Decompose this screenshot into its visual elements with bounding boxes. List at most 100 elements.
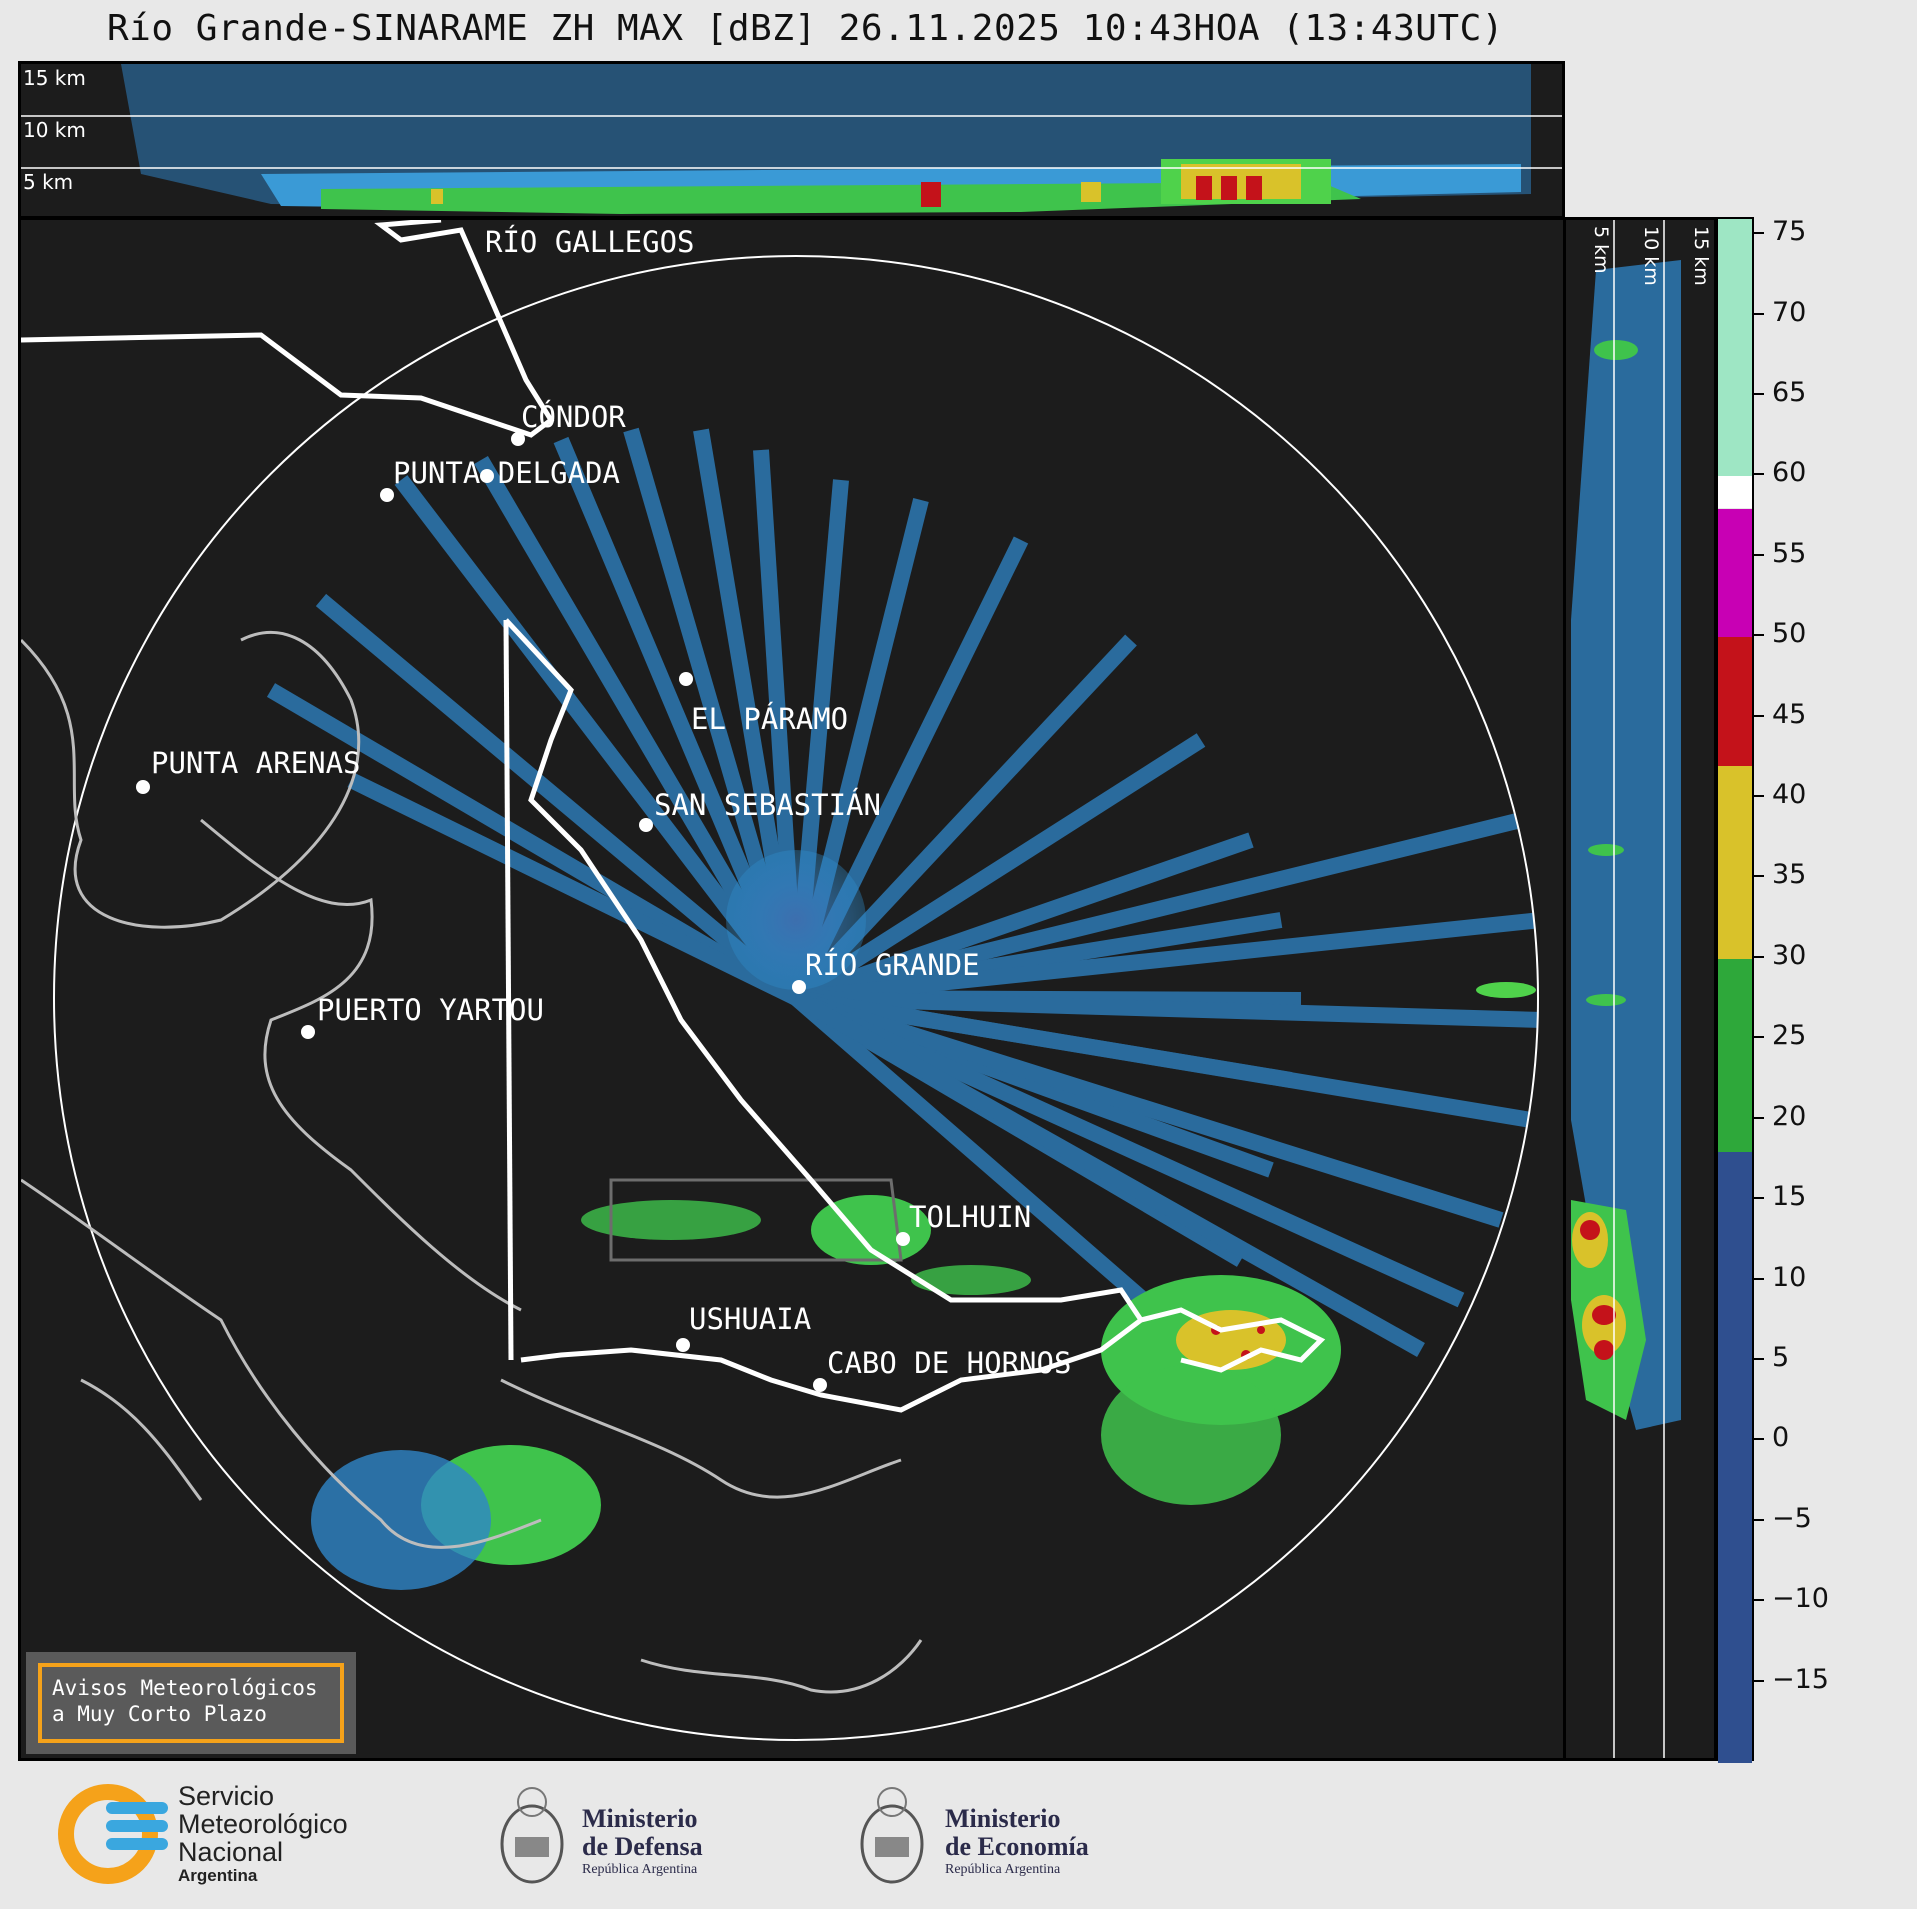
top-cross-section: 15 km 10 km 5 km — [18, 61, 1565, 219]
city-dot-punta-delgada — [380, 488, 394, 502]
side-label-15km: 15 km — [1690, 226, 1712, 286]
colorbar-tick-label: 25 — [1772, 1020, 1807, 1052]
radar-graphic — [21, 220, 1539, 1741]
colorbar-band — [1718, 476, 1752, 509]
colorbar-tick-label: 5 — [1772, 1341, 1790, 1373]
colorbar-tick-label: −10 — [1772, 1583, 1829, 1615]
storm-cells — [311, 982, 1536, 1590]
smn-logo-icon — [58, 1784, 168, 1884]
colorbar-tick-label: 65 — [1772, 376, 1807, 408]
colorbar-tick-label: 70 — [1772, 296, 1807, 328]
colorbar-tick — [1754, 312, 1764, 315]
coastline-grey — [21, 631, 923, 1694]
colorbar-tick-label: 0 — [1772, 1422, 1790, 1454]
city-cabo-de-hornos: CABO DE HORNOS — [827, 1346, 1072, 1380]
note-line-1: Avisos Meteorológicos — [52, 1676, 318, 1700]
smn-logo-text: Servicio Meteorológico Nacional Argentin… — [178, 1782, 348, 1886]
city-condor: CÓNDOR — [521, 400, 626, 434]
top-label-10km: 10 km — [23, 118, 86, 142]
city-dot-punta-arenas — [136, 780, 150, 794]
coastline-white — [21, 220, 1326, 1413]
city-dot-san-sebastian — [639, 818, 653, 832]
city-dot-cabo-de-hornos — [813, 1378, 827, 1392]
warning-note-frame: Avisos Meteorológicos a Muy Corto Plazo — [38, 1663, 344, 1743]
colorbar-band — [1718, 508, 1752, 638]
city-tolhuin: TOLHUIN — [909, 1200, 1032, 1234]
warning-note-box: Avisos Meteorológicos a Muy Corto Plazo — [26, 1652, 356, 1754]
colorbar-tick — [1754, 1357, 1764, 1360]
colorbar-tick — [1754, 634, 1764, 637]
defensa-line-3: República Argentina — [582, 1862, 698, 1877]
colorbar-tick-label: 75 — [1772, 216, 1807, 248]
city-rio-gallegos: RÍO GALLEGOS — [485, 225, 695, 259]
colorbar-tick-label: 45 — [1772, 698, 1807, 730]
colorbar-tick — [1754, 392, 1764, 395]
colorbar-tick-label: 50 — [1772, 618, 1807, 650]
colorbar-tick — [1754, 1518, 1764, 1521]
city-dot-tolhuin — [896, 1232, 910, 1246]
city-dot-condor — [511, 432, 525, 446]
smn-line-2: Meteorológico — [178, 1809, 348, 1839]
colorbar-tick-label: 40 — [1772, 779, 1807, 810]
city-dot-ushuaia — [676, 1338, 690, 1352]
defensa-line-1: Ministerio — [582, 1804, 698, 1833]
colorbar-tick-label: 55 — [1772, 537, 1807, 569]
smn-line-1: Servicio — [178, 1781, 275, 1811]
economia-seal-icon — [860, 1787, 924, 1884]
side-label-5km: 5 km — [1590, 226, 1612, 274]
colorbar-tick-label: 15 — [1772, 1181, 1807, 1213]
colorbar-tick — [1754, 955, 1764, 958]
colorbar-tick — [1754, 553, 1764, 556]
colorbar-tick — [1754, 1438, 1764, 1441]
side-echo-graphic — [1571, 220, 1681, 1758]
city-dot-rio-gallegos — [480, 469, 494, 483]
colorbar-band — [1718, 637, 1752, 766]
colorbar-tick — [1754, 1197, 1764, 1200]
colorbar-tick — [1754, 232, 1764, 235]
echo-spokes — [266, 427, 1538, 1590]
map-title: Río Grande-SINARAME ZH MAX [dBZ] 26.11.2… — [107, 8, 1504, 49]
colorbar-tick-label: −15 — [1772, 1663, 1829, 1695]
defensa-line-2: de Defensa — [582, 1832, 703, 1861]
city-san-sebastian: SAN SEBASTIÁN — [654, 788, 881, 822]
colorbar-band — [1718, 958, 1752, 1152]
city-punta-delgada: PUNTA DELGADA — [393, 456, 620, 490]
colorbar-tick-label: 20 — [1772, 1100, 1807, 1132]
radar-map: RÍO GALLEGOS CÓNDOR PUNTA DELGADA EL PÁR… — [18, 217, 1566, 1761]
colorbar-tick — [1754, 1277, 1764, 1280]
side-label-10km: 10 km — [1640, 226, 1662, 286]
note-line-2: a Muy Corto Plazo — [52, 1702, 267, 1726]
colorbar-tick — [1754, 1679, 1764, 1682]
colorbar-tick — [1754, 795, 1764, 797]
colorbar-tick — [1754, 875, 1764, 878]
city-dot-rio-grande — [792, 980, 806, 994]
range-ring — [53, 255, 1539, 1741]
colorbar-tick-label: 35 — [1772, 859, 1807, 891]
colorbar-tick — [1754, 714, 1764, 717]
colorbar-tick — [1754, 1116, 1764, 1119]
city-puerto-yartou: PUERTO YARTOU — [317, 993, 544, 1027]
defensa-seal-icon — [500, 1787, 564, 1884]
city-ushuaia: USHUAIA — [689, 1302, 812, 1336]
colorbar-band — [1718, 219, 1752, 477]
city-dot-puerto-yartou — [301, 1025, 315, 1039]
colorbar-band — [1718, 1151, 1752, 1763]
colorbar-tick — [1754, 1036, 1764, 1039]
city-punta-arenas: PUNTA ARENAS — [151, 746, 361, 780]
colorbar-tick-label: 30 — [1772, 939, 1807, 971]
smn-line-4: Argentina — [178, 1866, 258, 1885]
economia-line-2: de Economía — [945, 1832, 1089, 1861]
colorbar-tick-label: 60 — [1772, 457, 1807, 489]
defensa-logo-text: Ministerio de Defensa República Argentin… — [582, 1805, 703, 1879]
economia-line-1: Ministerio — [945, 1804, 1061, 1833]
dbz-colorbar — [1716, 217, 1754, 1763]
economia-logo-text: Ministerio de Economía República Argenti… — [945, 1805, 1089, 1879]
top-label-15km: 15 km — [23, 66, 86, 90]
city-dot-el-paramo — [679, 672, 693, 686]
side-cross-section: 5 km 10 km 15 km — [1563, 217, 1717, 1761]
city-el-paramo: EL PÁRAMO — [691, 702, 849, 736]
smn-line-3: Nacional — [178, 1837, 284, 1867]
top-label-5km: 5 km — [23, 170, 74, 194]
colorbar-tick — [1754, 1599, 1764, 1602]
colorbar-tick — [1754, 473, 1764, 476]
